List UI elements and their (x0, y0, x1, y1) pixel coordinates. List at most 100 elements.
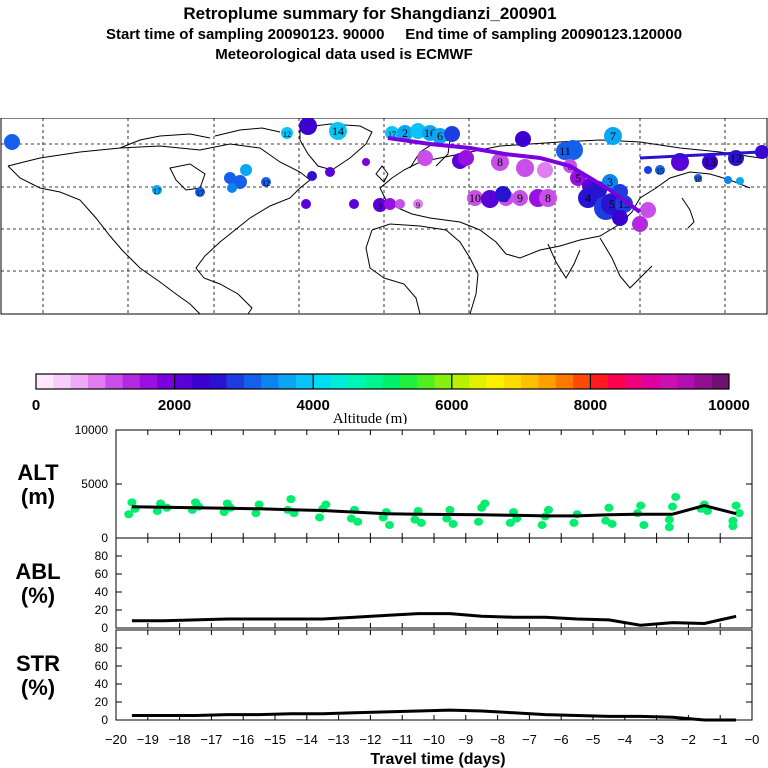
x-tick-label: −2 (681, 732, 696, 747)
panel-str: 0 20 40 60 80 STR(%) (16, 629, 753, 727)
x-tick-label: −14 (296, 732, 318, 747)
colorbar-cells (35, 373, 730, 390)
trajectory-day-label: 12 (262, 179, 270, 188)
trajectory-marker (444, 126, 460, 142)
data-point (384, 521, 394, 530)
x-tick-label: −12 (359, 732, 381, 747)
colorbar-tick-label: 10000 (708, 397, 750, 414)
y-tick-label: 60 (95, 659, 109, 673)
x-tick-label: −0 (745, 732, 760, 747)
trajectory-marker (373, 198, 387, 212)
trajectory-marker (655, 165, 665, 175)
trajectory-day-label: 8 (545, 191, 551, 205)
colorbar-cell (295, 374, 314, 389)
y-axis-label: (%) (21, 583, 55, 608)
trajectory-marker (481, 190, 499, 208)
trajectory-markers: 1214172166711885345151099839171712131215… (4, 118, 768, 232)
trajectory-marker (432, 128, 448, 144)
trajectory-marker (329, 122, 347, 140)
colorbar-tick-label: 6000 (435, 397, 468, 414)
colorbar-cell (677, 374, 695, 389)
trajectory-day-label: 9 (416, 201, 420, 210)
x-tick-label: −6 (554, 732, 569, 747)
trajectory-path (387, 136, 642, 214)
trajectory-marker (556, 142, 574, 160)
retroplume-map: 1214172166711885345151099839171712131215… (0, 118, 768, 315)
altitude-colorbar: 0 2000 4000 6000 8000 10000 Altitude (m) (32, 373, 750, 424)
x-tick-label: −19 (137, 732, 159, 747)
coastline-uk (375, 165, 389, 183)
trajectory-marker (362, 158, 370, 166)
data-point (353, 517, 363, 526)
colorbar-cell (625, 374, 643, 389)
colorbar-cell (209, 374, 227, 389)
data-point (505, 518, 515, 527)
x-tick-label: −13 (328, 732, 350, 747)
y-axis-label: ABL (15, 559, 60, 584)
coastline-se-asia (599, 237, 653, 289)
y-axis-label: ALT (17, 460, 59, 485)
x-tick-label: −9 (458, 732, 473, 747)
colorbar-cell (607, 374, 626, 389)
data-point (664, 515, 674, 524)
y-tick-label: 40 (95, 585, 109, 599)
trajectory-day-label: 17 (196, 189, 204, 198)
data-point (286, 495, 296, 504)
colorbar-cell (365, 374, 383, 389)
trajectory-marker (724, 176, 732, 184)
data-point (604, 503, 614, 512)
trajectory-marker (702, 154, 718, 170)
trajectory-marker (307, 171, 317, 181)
trajectory-day-label: 17 (153, 187, 161, 196)
trajectory-day-label: 11 (559, 144, 571, 158)
trajectory-day-label: 14 (332, 124, 344, 138)
x-tick-label: −18 (169, 732, 191, 747)
colorbar-cell (53, 374, 71, 389)
colorbar-cell (590, 374, 609, 389)
series-line (131, 708, 737, 722)
colorbar-tick-label: 8000 (574, 397, 607, 414)
colorbar-cell (399, 374, 418, 389)
colorbar-cell (139, 374, 158, 389)
colorbar-cell (157, 374, 175, 389)
trajectory-day-label: 5 (575, 171, 581, 185)
trajectory-day-label: 8 (497, 155, 503, 169)
trajectory-day-label: 10 (469, 191, 481, 205)
trajectory-day-label: 5 (609, 197, 615, 211)
trajectory-day-label: 17 (388, 130, 396, 139)
colorbar-cell (503, 374, 522, 389)
trajectory-day-label: 3 (378, 202, 382, 211)
colorbar-cell (278, 374, 297, 389)
trajectory-marker (694, 174, 702, 182)
colorbar-cell (70, 374, 89, 389)
coastline-india (547, 243, 581, 279)
coastline-africa (365, 223, 479, 315)
coastline-japan (681, 197, 695, 229)
colorbar-cell (694, 374, 712, 389)
trajectory-marker (410, 123, 426, 139)
sampling-time: Start time of sampling 20090123. 90000 E… (105, 26, 683, 43)
data-point (734, 509, 744, 518)
data-point (702, 507, 712, 515)
coastline-greenland (299, 123, 373, 171)
trajectory-day-label: 3 (607, 175, 613, 189)
colorbar-cell (417, 374, 435, 389)
trajectory-marker (515, 131, 531, 147)
data-point (448, 519, 458, 528)
trajectory-marker (301, 199, 311, 209)
colorbar-cell (313, 374, 331, 389)
data-point (664, 523, 674, 532)
trajectory-marker (491, 153, 509, 171)
data-point (474, 517, 484, 526)
trajectory-marker (224, 172, 236, 184)
trajectory-day-label: 9 (517, 191, 523, 205)
colorbar-ticks: 0 2000 4000 6000 8000 10000 (32, 374, 750, 414)
colorbar-label: Altitude (m) (333, 411, 408, 424)
data-point (607, 519, 617, 528)
data-point (569, 518, 579, 527)
coastlines (7, 123, 761, 315)
y-tick-label: 80 (95, 549, 109, 563)
y-tick-label: 80 (95, 641, 109, 655)
y-axis-label: STR (16, 651, 60, 676)
y-tick-label: 0 (101, 713, 108, 727)
